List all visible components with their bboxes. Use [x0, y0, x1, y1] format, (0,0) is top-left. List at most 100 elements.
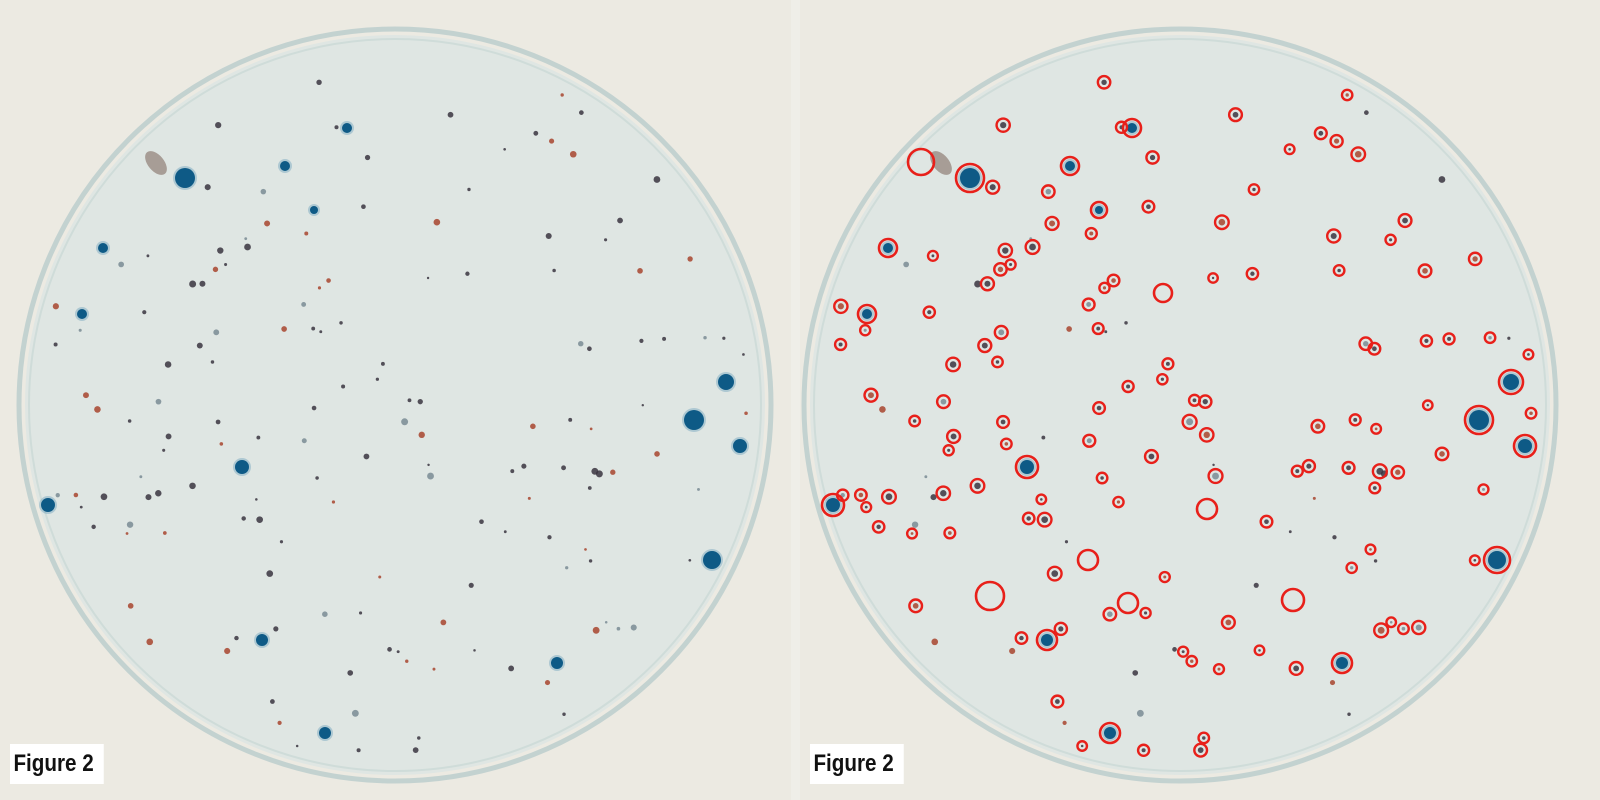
colony-blue	[280, 161, 290, 171]
colony-marker-ring-icon	[1385, 616, 1398, 629]
colony-dot	[319, 330, 323, 334]
colony-marker-ring-icon	[935, 485, 952, 502]
colony-blue	[684, 410, 704, 430]
colony-dot	[1104, 330, 1108, 334]
colony-dot	[1181, 650, 1185, 654]
colony-marker-ring-icon	[871, 519, 886, 534]
colony-dot	[479, 519, 484, 525]
colony-dot	[1086, 438, 1092, 444]
colony-dot	[467, 187, 471, 192]
colony-dot	[911, 521, 919, 528]
colony-dot	[662, 336, 667, 341]
colony-blue	[883, 243, 893, 253]
colony-blue	[1065, 161, 1075, 171]
colony-dot	[1146, 204, 1151, 210]
colony-dot	[1507, 336, 1511, 340]
colony-marker-ring-icon	[1442, 332, 1456, 346]
colony-dot	[998, 329, 1005, 336]
colony-marker-ring-icon	[1198, 426, 1215, 443]
colony-marker-ring-icon	[1076, 740, 1089, 752]
colony-dot	[347, 670, 354, 676]
colony-dot	[1306, 463, 1312, 469]
colony-dot	[863, 328, 867, 332]
colony-dot	[196, 342, 203, 349]
colony-dot	[1086, 302, 1092, 307]
colony-dot	[1372, 486, 1377, 490]
colony-dot	[1049, 220, 1056, 227]
colony-dot	[1472, 256, 1478, 262]
colony-dot	[579, 110, 584, 115]
colony-dot	[876, 524, 881, 530]
colony-dot	[401, 418, 409, 426]
colony-marker-ring-icon	[1483, 331, 1497, 345]
colony-dot	[1132, 670, 1139, 676]
colony-marker-ring-icon	[1181, 413, 1198, 430]
colony-dot	[304, 231, 309, 236]
colony-dot	[127, 603, 134, 609]
colony-dot	[1045, 188, 1052, 195]
colony-dot	[1160, 377, 1164, 381]
colony-dot	[94, 406, 101, 413]
colony-dot	[552, 268, 556, 273]
colony-blue	[960, 168, 980, 188]
colony-marker-ring-icon	[1076, 548, 1100, 572]
colony-dot	[1000, 419, 1006, 425]
colony-marker-ring-icon	[1035, 628, 1059, 652]
colony-dot	[234, 635, 239, 641]
colony-marker-ring-icon	[1497, 368, 1525, 396]
colony-marker-ring-icon	[1332, 264, 1346, 277]
colony-dot	[361, 204, 366, 210]
colony-marker-ring-icon	[1371, 463, 1389, 480]
colony-dot	[212, 266, 219, 273]
colony-dot	[561, 465, 566, 471]
colony-marker-ring-icon	[1410, 619, 1427, 636]
colonies-layer	[824, 79, 1534, 754]
colony-dot	[295, 744, 299, 748]
colony-dot	[1315, 423, 1321, 430]
colony-dot	[1203, 431, 1210, 439]
colony-dot	[1529, 411, 1533, 416]
colony-dot	[940, 490, 947, 497]
colony-dot	[1066, 326, 1072, 332]
colony-marker-ring-icon	[1046, 565, 1063, 582]
colony-marker-ring-icon	[1050, 694, 1065, 709]
colony-dot	[311, 405, 317, 411]
colony-marker-ring-icon	[1059, 155, 1081, 177]
colony-dot	[118, 261, 125, 268]
colony-blue	[98, 243, 108, 253]
colony-dot	[617, 217, 623, 224]
colony-dot	[139, 475, 143, 479]
colony-dot	[1041, 516, 1048, 523]
colony-dot	[1064, 540, 1069, 544]
colony-dot	[924, 475, 928, 479]
colony-dot	[417, 736, 421, 740]
colony-dot	[545, 232, 552, 239]
colony-blue	[1127, 123, 1137, 133]
colony-dot	[1089, 231, 1094, 236]
colony-dot	[1438, 176, 1446, 183]
colony-dot	[339, 321, 343, 325]
colony-dot	[127, 419, 132, 423]
colony-dot	[1250, 271, 1255, 276]
colony-marker-ring-icon	[880, 488, 898, 505]
petri-dish-annotated-icon	[801, 26, 1559, 784]
colony-marker-ring-icon	[1390, 464, 1406, 480]
colony-dot	[142, 310, 147, 315]
colony-marker-ring-icon	[995, 117, 1011, 133]
colony-dot	[55, 493, 60, 498]
colony-dot	[903, 261, 910, 268]
colony-dot	[241, 516, 246, 521]
panel-original: Figure 2	[10, 26, 774, 784]
colony-dot	[568, 417, 573, 422]
colony-dot	[569, 150, 577, 158]
colony-dot	[125, 532, 129, 535]
colony-dot	[219, 442, 224, 446]
colony-marker-ring-icon	[1152, 282, 1174, 304]
colony-dot	[912, 419, 917, 423]
colony-dot	[426, 276, 430, 280]
colony-dot	[1252, 187, 1256, 192]
colony-blue	[175, 168, 195, 188]
colony-dot	[1258, 649, 1261, 652]
colony-dot	[215, 122, 222, 129]
colony-dot	[565, 566, 569, 570]
